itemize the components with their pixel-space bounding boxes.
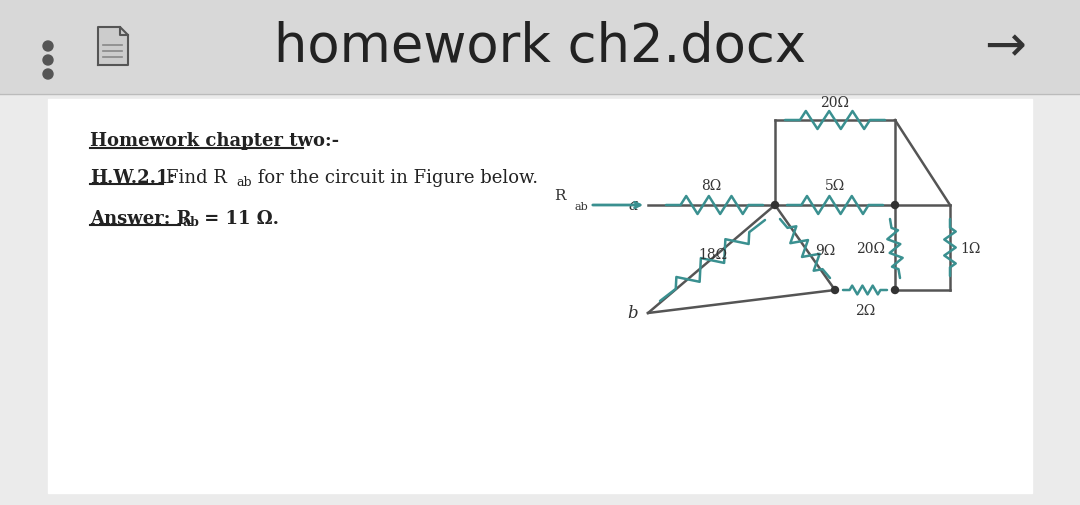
Polygon shape bbox=[98, 28, 129, 66]
Text: ab: ab bbox=[573, 201, 588, 212]
Circle shape bbox=[43, 70, 53, 80]
Text: H.W.2.1:: H.W.2.1: bbox=[90, 169, 175, 187]
Circle shape bbox=[891, 202, 899, 209]
Circle shape bbox=[891, 287, 899, 294]
Text: for the circuit in Figure below.: for the circuit in Figure below. bbox=[252, 169, 538, 187]
Text: a: a bbox=[629, 197, 638, 214]
Circle shape bbox=[771, 202, 779, 209]
Text: 18Ω: 18Ω bbox=[698, 247, 727, 262]
Text: Find R: Find R bbox=[166, 169, 227, 187]
Text: homework ch2.docx: homework ch2.docx bbox=[274, 21, 806, 73]
Text: 2Ω: 2Ω bbox=[855, 304, 875, 317]
Text: 20Ω: 20Ω bbox=[821, 96, 850, 110]
Bar bbox=[0, 95, 1080, 505]
Text: ab: ab bbox=[183, 216, 199, 229]
Text: 8Ω: 8Ω bbox=[701, 179, 721, 192]
Text: →: → bbox=[984, 23, 1026, 71]
Bar bbox=[0, 0, 1080, 95]
Text: 20Ω: 20Ω bbox=[856, 241, 885, 256]
Text: Answer: R: Answer: R bbox=[90, 210, 191, 228]
Circle shape bbox=[43, 56, 53, 66]
Circle shape bbox=[43, 42, 53, 52]
Text: = 11 Ω.: = 11 Ω. bbox=[198, 210, 279, 228]
Bar bbox=[48, 100, 1032, 493]
Text: Homework chapter two:-: Homework chapter two:- bbox=[90, 132, 339, 149]
Circle shape bbox=[832, 287, 838, 294]
Text: ab: ab bbox=[237, 175, 252, 188]
Text: 1Ω: 1Ω bbox=[960, 241, 981, 256]
Text: 5Ω: 5Ω bbox=[825, 179, 846, 192]
Text: R: R bbox=[554, 189, 566, 203]
Text: b: b bbox=[627, 305, 638, 322]
Text: 9Ω: 9Ω bbox=[815, 243, 835, 258]
